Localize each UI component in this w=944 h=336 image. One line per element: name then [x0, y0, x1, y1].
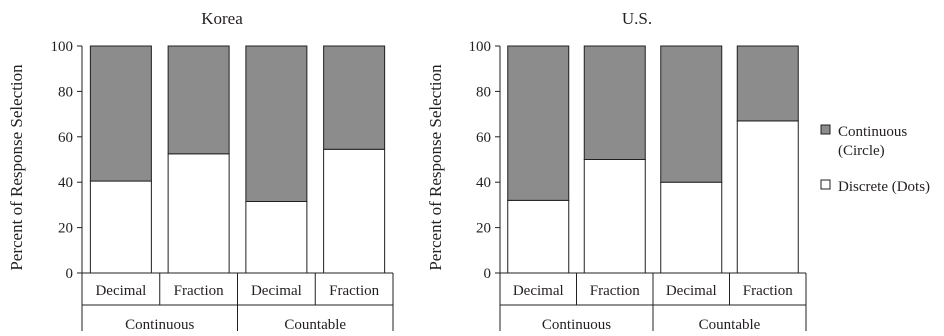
bar-segment-continuous [660, 45, 723, 183]
bar-segment-discrete [245, 200, 308, 274]
chart-title: Korea [201, 9, 243, 28]
y-tick-label: 100 [51, 39, 74, 55]
y-tick-label: 60 [476, 130, 491, 146]
legend-label: Discrete (Dots) [838, 179, 930, 195]
legend-swatch [820, 179, 831, 190]
x-category-label: Decimal [95, 283, 146, 299]
legend-label: (Circle) [838, 143, 885, 159]
x-category-label: Decimal [513, 283, 564, 299]
y-tick-label: 100 [469, 39, 492, 55]
x-category-label: Fraction [329, 283, 379, 299]
x-category-label: Decimal [251, 283, 302, 299]
legend-swatch [820, 124, 831, 135]
y-tick-label: 20 [476, 221, 491, 237]
bar-segment-continuous [89, 45, 152, 182]
y-tick-label: 20 [58, 221, 73, 237]
y-tick-label: 40 [476, 175, 491, 191]
y-tick-label: 80 [58, 84, 73, 100]
x-category-label: Fraction [590, 283, 640, 299]
x-category-label: Fraction [743, 283, 793, 299]
y-tick-label: 60 [58, 130, 73, 146]
legend-label: Continuous [838, 124, 907, 140]
y-tick-label: 40 [58, 175, 73, 191]
bar-segment-continuous [583, 45, 646, 160]
bar-segment-continuous [323, 45, 386, 150]
bar-segment-discrete [89, 180, 152, 274]
bar-segment-discrete [583, 159, 646, 274]
x-group-label: Countable [699, 317, 761, 331]
y-tick-label: 0 [66, 266, 74, 282]
y-axis-label: Percent of Response Selection [7, 64, 26, 271]
bar-segment-discrete [167, 153, 230, 274]
bar-segment-continuous [167, 45, 230, 155]
bar-segment-continuous [507, 45, 570, 201]
bar-segment-discrete [660, 181, 723, 274]
bar-segment-continuous [736, 45, 799, 122]
y-tick-label: 80 [476, 84, 491, 100]
x-group-label: Continuous [125, 317, 194, 331]
bar-segment-continuous [245, 45, 308, 202]
bar-segment-discrete [736, 120, 799, 274]
x-category-label: Fraction [174, 283, 224, 299]
y-axis-label: Percent of Response Selection [426, 64, 445, 271]
x-category-label: Decimal [666, 283, 717, 299]
x-group-label: Countable [284, 317, 346, 331]
y-tick-label: 0 [484, 266, 492, 282]
chart-title: U.S. [622, 9, 652, 28]
bar-segment-discrete [507, 199, 570, 274]
x-group-label: Continuous [542, 317, 611, 331]
bar-segment-discrete [323, 148, 386, 274]
